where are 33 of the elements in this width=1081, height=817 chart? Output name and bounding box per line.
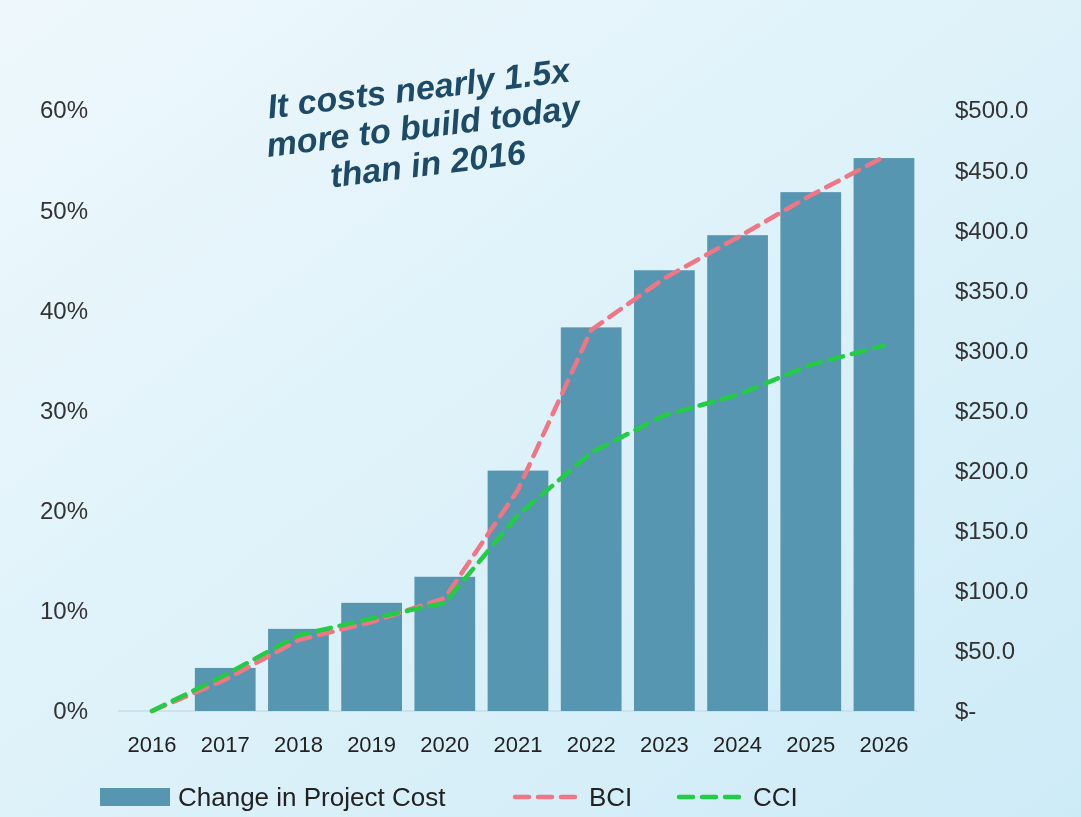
y-tick-label: 60% (39, 96, 88, 124)
x-tick-label: 2020 (420, 731, 470, 757)
y2-tick-label: $300.0 (955, 336, 1029, 364)
legend-label: BCI (589, 782, 633, 813)
x-tick-label: 2023 (639, 731, 689, 757)
y2-tick-label: $250.0 (955, 396, 1029, 424)
x-tick-label: 2019 (347, 731, 397, 757)
x-tick-label: 2017 (200, 731, 250, 757)
x-tick-label: 2024 (713, 731, 763, 757)
annotation: It costs nearly 1.5x more to build today than in 2016 (264, 50, 585, 195)
y2-tick-label: $400.0 (955, 216, 1029, 244)
x-tick-label: 2022 (566, 731, 616, 757)
y2-tick-label: $350.0 (955, 276, 1029, 304)
y-tick-label: 10% (39, 597, 88, 625)
y2-tick-label: $- (955, 697, 977, 725)
x-tick-label: 2021 (493, 731, 543, 757)
y-tick-label: 0% (53, 697, 88, 725)
y-tick-label: 20% (39, 497, 88, 525)
y2-tick-label: $500.0 (955, 96, 1029, 124)
y2-tick-label: $450.0 (955, 156, 1029, 184)
legend-label: Change in Project Cost (178, 782, 447, 813)
y-tick-label: 40% (39, 296, 88, 324)
legend-label: CCI (753, 782, 798, 813)
y2-tick-label: $150.0 (955, 517, 1029, 545)
y-tick-label: 30% (39, 396, 88, 424)
x-tick-label: 2016 (127, 731, 177, 757)
y2-tick-label: $200.0 (955, 457, 1029, 484)
x-tick-label: 2025 (786, 731, 836, 757)
x-tick-label: 2018 (273, 731, 323, 757)
y2-tick-label: $100.0 (955, 577, 1029, 605)
x-tick-label: 2026 (859, 731, 909, 757)
y2-tick-label: $50.0 (955, 637, 1016, 665)
y-tick-label: 50% (39, 196, 88, 224)
